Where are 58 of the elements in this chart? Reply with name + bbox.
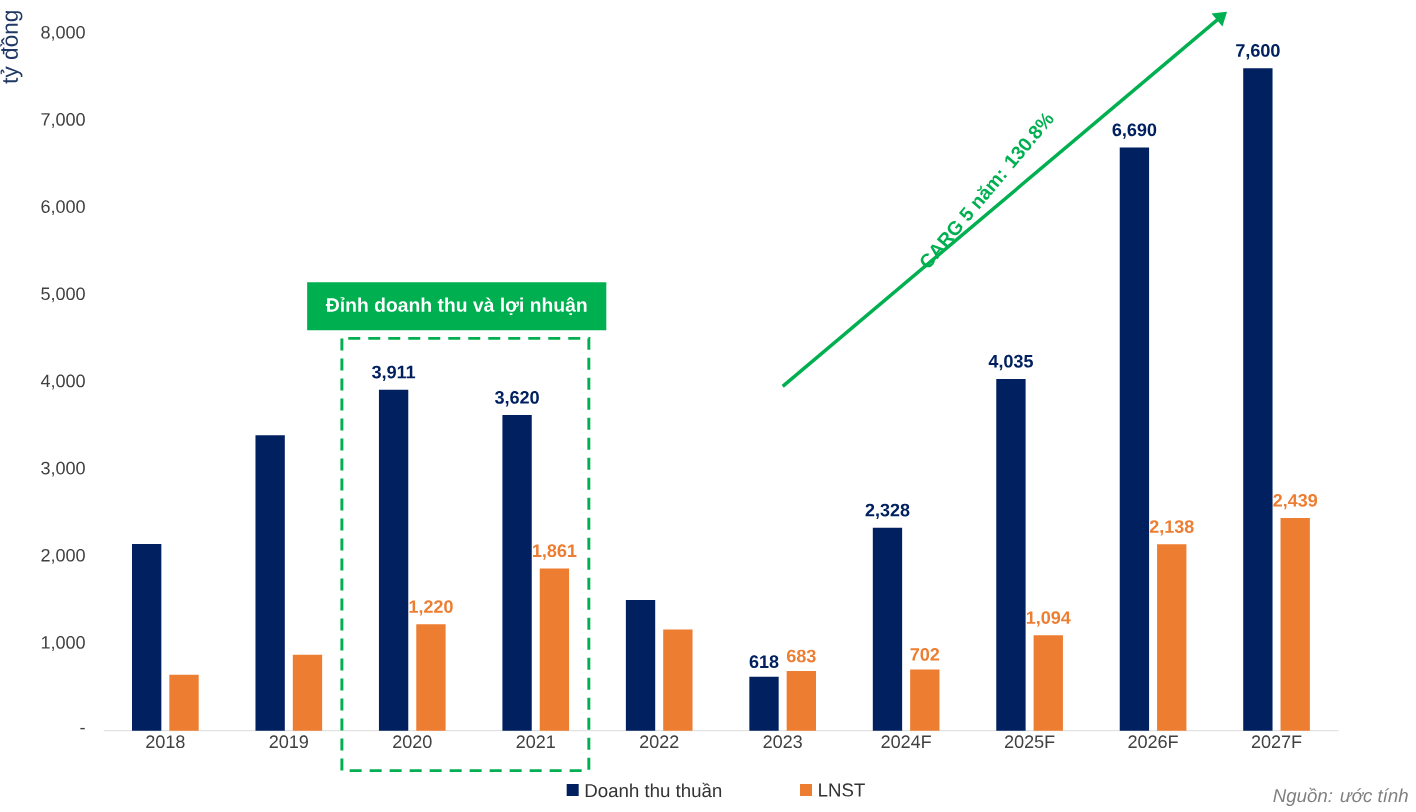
x-tick-label: 2025F [1004,735,1055,749]
legend-label: Doanh thu thuần [585,782,722,798]
data-label: 702 [910,648,940,661]
data-label: 1,094 [1026,611,1071,627]
y-tick-label: 5,000 [41,287,85,303]
data-label: 6,690 [1112,123,1157,139]
y-tick-label: 8,000 [41,25,85,41]
data-label: 618 [749,655,779,669]
y-tick-label: - [80,727,85,730]
x-tick-label: 2023 [763,735,802,749]
bar [132,544,162,731]
data-label: 1,220 [409,600,453,616]
data-label: 3,911 [372,365,416,382]
x-tick-label: 2026F [1128,735,1178,749]
bar [872,527,903,731]
bar [663,629,693,731]
data-label: 683 [786,649,816,663]
bar [625,599,656,731]
data-label: 2,138 [1149,520,1194,536]
y-tick-label: 2,000 [41,548,85,564]
y-tick-label: 3,000 [41,461,85,477]
y-tick-label: 4,000 [40,374,85,390]
bar [1119,147,1150,731]
bar [1280,518,1310,731]
x-tick-label: 2024F [881,735,931,749]
bar [378,389,409,731]
legend-label: LNST [819,783,865,797]
x-tick-label: 2021 [516,735,555,749]
x-tick-label: 2022 [640,735,679,749]
bar [996,378,1026,731]
bar [292,654,323,731]
y-tick-label: 7,000 [41,113,85,128]
y-tick-label: 1,000 [41,636,85,651]
bar [1243,68,1273,731]
bar [502,415,532,731]
data-label: 2,439 [1273,493,1318,510]
bar [910,669,940,731]
bar [539,568,570,731]
bar [169,674,199,731]
x-tick-label: 2018 [146,735,185,749]
x-tick-label: 2020 [393,735,432,749]
bar [1033,635,1063,731]
x-tick-label: 2027F [1251,735,1302,749]
x-tick-label: 2019 [269,735,308,749]
bar [1157,544,1187,731]
bar [416,624,446,731]
data-label: 7,600 [1236,44,1280,60]
y-tick-label: 6,000 [41,200,85,216]
bar [786,671,817,731]
y-axis-title: tỷ đồng [0,11,23,84]
text: Nguồn: ước tính [1273,787,1408,806]
bar [255,435,285,731]
data-label: 2,328 [865,503,910,520]
data-label: 4,035 [988,354,1033,371]
data-label: 3,620 [494,391,539,407]
data-label: 1,861 [533,544,577,560]
bar [749,676,779,731]
annotation: Đỉnh doanh thu và lợi nhuận [325,297,587,316]
